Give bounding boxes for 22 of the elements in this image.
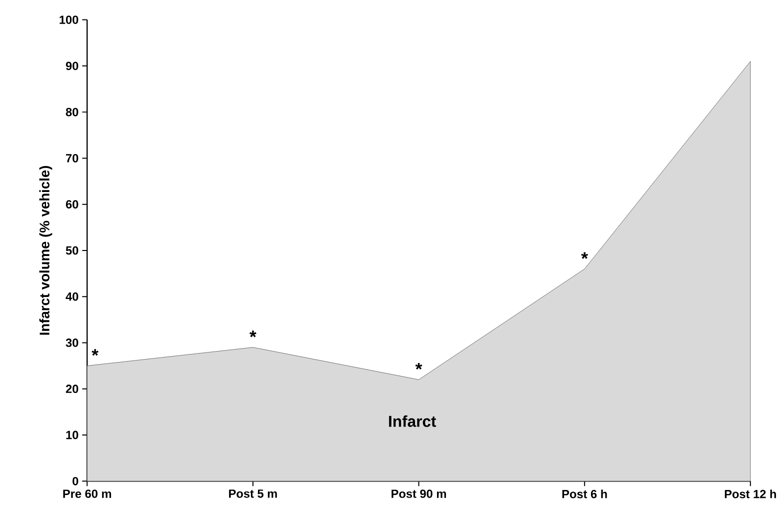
annotation: * — [415, 363, 422, 370]
y-tick-label: 80 — [66, 108, 78, 116]
y-axis-title: Infarct volume (% vehicle) — [39, 166, 52, 335]
x-tick-label: Pre 60 m — [63, 490, 112, 498]
y-tick-label: 70 — [66, 154, 78, 162]
y-tick-label: 100 — [60, 16, 78, 24]
y-tick-label: 10 — [66, 430, 78, 440]
y-tick-label: 90 — [66, 62, 78, 70]
x-tick-label: Post 5 m — [229, 490, 277, 498]
annotation: * — [92, 349, 98, 356]
y-tick-label: 40 — [66, 292, 78, 301]
x-tick-label: Post 90 m — [392, 490, 446, 498]
annotation: * — [250, 330, 256, 338]
y-tick-label: 50 — [66, 246, 78, 255]
annotation: Infarct — [389, 415, 436, 428]
x-tick-label: Post 12 h — [724, 490, 776, 498]
y-tick-label: 60 — [66, 200, 78, 209]
annotation: * — [581, 252, 588, 259]
y-tick-label: 0 — [72, 477, 78, 486]
y-tick-label: 30 — [66, 338, 78, 348]
x-tick-label: Post 6 h — [562, 490, 607, 498]
y-tick-label: 20 — [66, 384, 78, 394]
